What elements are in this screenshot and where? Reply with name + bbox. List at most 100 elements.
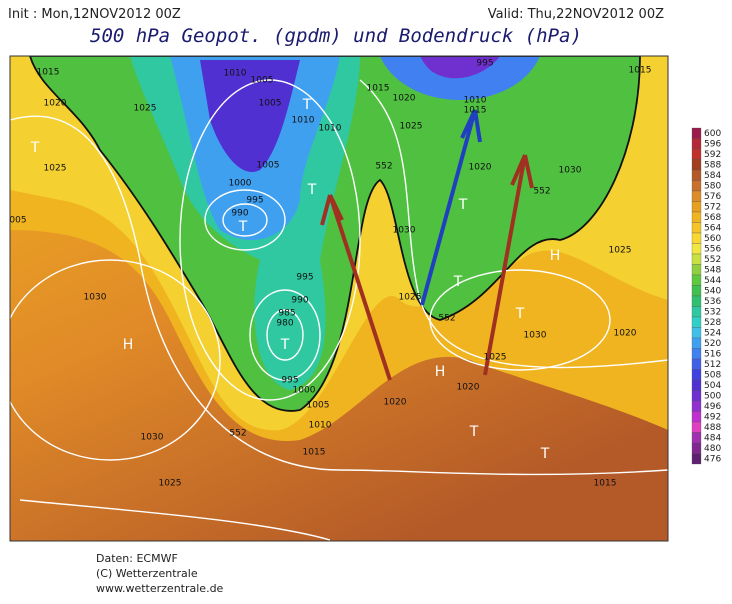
colorbar-label: 492 xyxy=(704,412,721,422)
color-swatch xyxy=(691,358,702,370)
contour-label: 1025 xyxy=(609,246,632,256)
pressure-center: T xyxy=(238,219,248,235)
contour-label: 995 xyxy=(296,273,313,283)
colorbar-label: 508 xyxy=(704,370,721,380)
color-swatch xyxy=(691,369,702,381)
color-swatch xyxy=(691,264,702,276)
colorbar-label: 516 xyxy=(704,349,721,359)
colorbar-label: 512 xyxy=(704,360,721,370)
contour-label: 1015 xyxy=(367,84,390,94)
contour-label: 1025 xyxy=(44,164,67,174)
valid-time: Valid: Thu,22NOV2012 00Z xyxy=(488,7,664,22)
contour-label: 1020 xyxy=(614,329,637,339)
colorbar-label: 600 xyxy=(704,129,721,139)
colorbar-label: 500 xyxy=(704,391,721,401)
contour-label: 1020 xyxy=(44,99,67,109)
pressure-center: T xyxy=(469,424,479,440)
colorbar-label: 568 xyxy=(704,213,721,223)
color-swatch xyxy=(691,190,702,202)
colorbar: 6005965925885845805765725685645605565525… xyxy=(691,127,721,465)
colorbar-label: 496 xyxy=(704,402,721,412)
contour-label: 1025 xyxy=(400,122,423,132)
contour-label: 1005 xyxy=(307,401,330,411)
color-swatch xyxy=(691,274,702,286)
contour-label: 1010 xyxy=(464,96,487,106)
contour-label: 552 xyxy=(438,314,455,324)
contour-label: 1010 xyxy=(224,69,247,79)
color-swatch xyxy=(691,211,702,223)
colorbar-label: 488 xyxy=(704,423,721,433)
contour-label: 1025 xyxy=(399,293,422,303)
contour-label: 1000 xyxy=(229,179,252,189)
colorbar-label: 480 xyxy=(704,444,721,454)
color-swatch xyxy=(691,295,702,307)
contour-label: 1005 xyxy=(259,99,282,109)
contour-label: 552 xyxy=(533,187,550,197)
color-swatch xyxy=(691,348,702,360)
contour-label: 995 xyxy=(246,196,263,206)
colorbar-label: 588 xyxy=(704,160,721,170)
color-swatch xyxy=(691,232,702,244)
copyright: (C) Wetterzentrale xyxy=(96,567,198,580)
pressure-center: T xyxy=(280,337,290,353)
map-title: 500 hPa Geopot. (gpdm) und Bodendruck (h… xyxy=(90,25,582,47)
colorbar-label: 592 xyxy=(704,150,721,160)
colorbar-label: 560 xyxy=(704,234,721,244)
contour-label: 1030 xyxy=(393,226,416,236)
color-swatch xyxy=(691,316,702,328)
map: 101510201025T0051030H1030102510251010100… xyxy=(9,56,668,541)
colorbar-label: 524 xyxy=(704,328,721,338)
contour-label: 1025 xyxy=(159,479,182,489)
colorbar-label: 520 xyxy=(704,339,721,349)
contour-label: 1030 xyxy=(524,331,547,341)
color-swatch xyxy=(691,327,702,339)
contour-label: 552 xyxy=(375,162,392,172)
color-swatch xyxy=(691,201,702,213)
color-swatch xyxy=(691,253,702,265)
init-time: Init : Mon,12NOV2012 00Z xyxy=(8,7,181,22)
color-swatch xyxy=(691,138,702,150)
contour-label: 005 xyxy=(9,216,26,226)
pressure-center: T xyxy=(453,274,463,290)
color-swatch xyxy=(691,337,702,349)
colorbar-label: 564 xyxy=(704,223,721,233)
colorbar-label: 536 xyxy=(704,297,721,307)
color-swatch xyxy=(691,180,702,192)
contour-label: 1015 xyxy=(37,68,60,78)
colorbar-label: 572 xyxy=(704,202,721,212)
colorbar-label: 540 xyxy=(704,286,721,296)
contour-label: 990 xyxy=(291,296,308,306)
contour-label: 1020 xyxy=(469,163,492,173)
colorbar-label: 556 xyxy=(704,244,721,254)
colorbar-label: 552 xyxy=(704,255,721,265)
contour-label: 1025 xyxy=(134,104,157,114)
colorbar-label: 584 xyxy=(704,171,721,181)
contour-label: 1015 xyxy=(594,479,617,489)
contour-label: 1025 xyxy=(484,353,507,363)
colorbar-label: 476 xyxy=(704,454,721,464)
color-swatch xyxy=(691,442,702,454)
contour-label: 552 xyxy=(229,429,246,439)
pressure-center: H xyxy=(550,248,561,264)
color-swatch xyxy=(691,159,702,171)
color-swatch xyxy=(691,400,702,412)
map-frame xyxy=(9,55,669,542)
contour-label: 1030 xyxy=(141,433,164,443)
contour-label: 1010 xyxy=(292,116,315,126)
pressure-center: T xyxy=(515,306,525,322)
contour-label: 1020 xyxy=(384,398,407,408)
color-swatch xyxy=(691,453,702,465)
colorbar-label: 596 xyxy=(704,139,721,149)
contour-label: 1030 xyxy=(559,166,582,176)
pressure-center: T xyxy=(30,140,40,156)
color-swatch xyxy=(691,127,702,139)
website: www.wetterzentrale.de xyxy=(96,582,224,595)
contour-label: 1020 xyxy=(393,94,416,104)
pressure-center: T xyxy=(307,182,317,198)
pressure-center: T xyxy=(302,97,312,113)
contour-label: 1015 xyxy=(464,106,487,116)
color-swatch xyxy=(691,432,702,444)
contour-label: 1010 xyxy=(309,421,332,431)
contour-label: 1005 xyxy=(257,161,280,171)
